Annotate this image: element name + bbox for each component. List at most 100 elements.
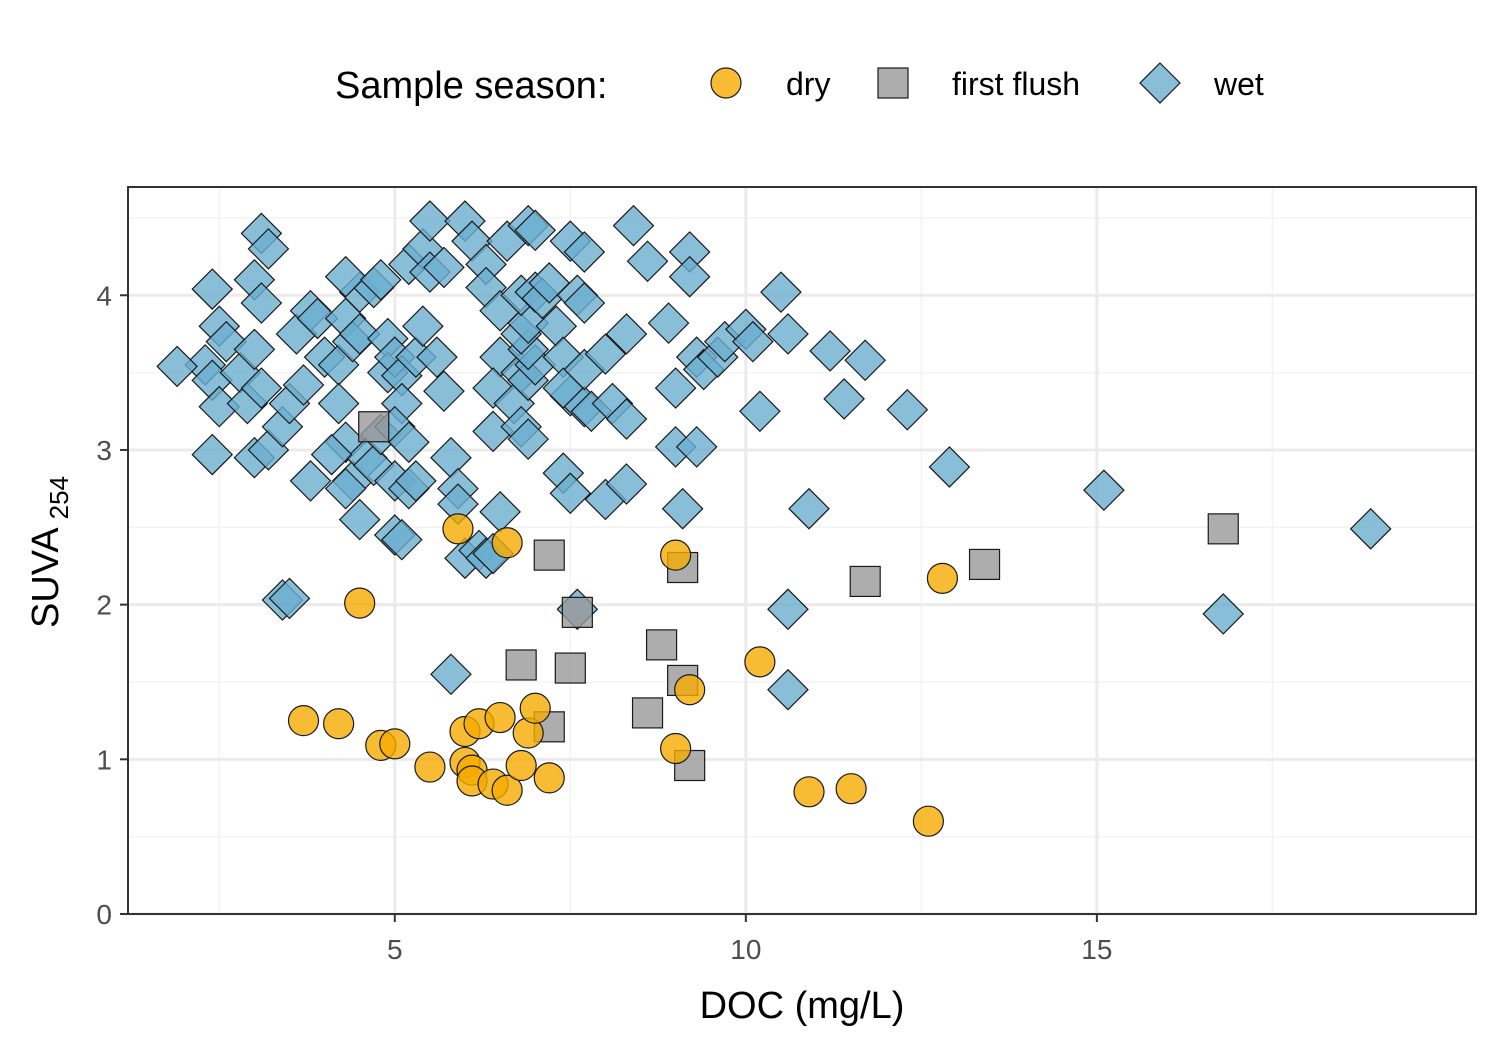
point-dry	[491, 774, 523, 806]
point-first-flush	[561, 596, 593, 628]
x-tick-label: 15	[1081, 934, 1112, 965]
point-first-flush	[849, 565, 881, 598]
point-dry	[912, 805, 944, 837]
point-wet	[423, 370, 465, 413]
point-dry	[379, 728, 411, 760]
point-wet	[809, 330, 851, 372]
point-dry	[793, 776, 825, 808]
y-tick-label: 2	[96, 590, 112, 621]
point-wet	[338, 498, 381, 541]
point-dry	[926, 562, 959, 594]
point-wet	[409, 200, 451, 242]
y-tick-label: 0	[96, 899, 112, 930]
point-wet	[563, 231, 606, 273]
point-wet	[767, 313, 809, 355]
point-wet	[310, 433, 353, 476]
point-first-flush	[1207, 513, 1239, 545]
point-wet	[549, 472, 592, 515]
point-wet	[387, 421, 430, 464]
point-wet	[675, 426, 718, 468]
point-dry	[519, 692, 551, 724]
point-dry	[414, 751, 446, 783]
point-first-flush	[968, 548, 1001, 581]
point-dry	[484, 701, 516, 734]
point-wet	[654, 367, 697, 409]
y-tick-label: 4	[96, 280, 112, 311]
point-wet	[324, 467, 367, 510]
point-dry	[835, 773, 867, 805]
point-first-flush	[533, 539, 565, 571]
legend-item-wet: wet	[1139, 62, 1264, 104]
point-wet	[402, 305, 444, 348]
point-wet	[191, 433, 234, 476]
point-wet	[760, 271, 802, 314]
point-wet	[395, 460, 437, 502]
series-first-flush	[358, 411, 1239, 782]
point-wet	[605, 398, 648, 440]
point-dry	[287, 705, 320, 737]
point-wet	[1349, 507, 1392, 550]
series-dry	[287, 513, 959, 837]
point-dry	[660, 539, 692, 571]
point-first-flush	[505, 649, 537, 681]
point-first-flush	[631, 697, 664, 729]
point-wet	[767, 588, 809, 631]
point-wet	[359, 258, 402, 301]
point-wet	[823, 378, 865, 420]
point-wet	[668, 255, 711, 298]
point-wet	[233, 328, 276, 371]
point-wet	[514, 209, 557, 252]
point-wet	[563, 282, 606, 324]
point-first-flush	[645, 629, 678, 661]
point-dry	[674, 674, 706, 706]
point-dry	[660, 732, 692, 765]
point-wet	[296, 297, 339, 340]
point-wet	[268, 577, 311, 620]
point-dry	[491, 527, 523, 559]
legend-label: first flush	[952, 66, 1080, 102]
point-wet	[507, 418, 550, 460]
x-tick-label: 10	[730, 934, 761, 965]
x-axis-title: DOC (mg/L)	[700, 985, 905, 1027]
point-dry	[744, 646, 776, 678]
point-wet	[317, 382, 360, 425]
point-wet	[1202, 593, 1245, 635]
point-wet	[844, 339, 887, 382]
legend-item-dry: dry	[710, 66, 830, 102]
point-wet	[739, 390, 781, 433]
legend: Sample season: dry first flush wet	[335, 62, 1264, 107]
point-wet	[661, 487, 704, 530]
y-tick-label: 1	[96, 744, 112, 775]
y-tick-label: 3	[96, 435, 112, 466]
point-dry	[505, 749, 537, 782]
legend-key-circle	[710, 67, 742, 99]
point-wet	[423, 246, 465, 289]
point-wet	[338, 313, 381, 355]
point-dry	[533, 762, 565, 794]
point-wet	[584, 333, 627, 375]
legend-key-square	[877, 67, 909, 99]
point-wet	[767, 668, 809, 711]
point-wet	[788, 487, 830, 530]
point-wet	[626, 240, 669, 283]
point-wet	[380, 518, 423, 561]
point-dry	[442, 513, 474, 545]
point-wet	[240, 282, 283, 324]
point-wet	[247, 228, 290, 270]
point-wet	[928, 446, 971, 488]
y-axis: 0 1 2 3 4	[96, 280, 128, 930]
point-wet	[191, 268, 234, 310]
point-wet	[605, 313, 648, 355]
point-wet	[886, 388, 929, 431]
data-points	[156, 200, 1392, 837]
x-tick-label: 5	[387, 934, 403, 965]
point-dry	[323, 708, 355, 740]
y-axis-title-main: SUVA	[25, 527, 67, 628]
point-wet	[1083, 469, 1125, 512]
legend-key-diamond	[1139, 62, 1181, 104]
legend-label: wet	[1213, 66, 1264, 102]
point-wet	[289, 460, 332, 502]
point-wet	[647, 302, 690, 344]
x-axis: 5 10 15	[387, 914, 1112, 965]
point-wet	[240, 367, 283, 409]
